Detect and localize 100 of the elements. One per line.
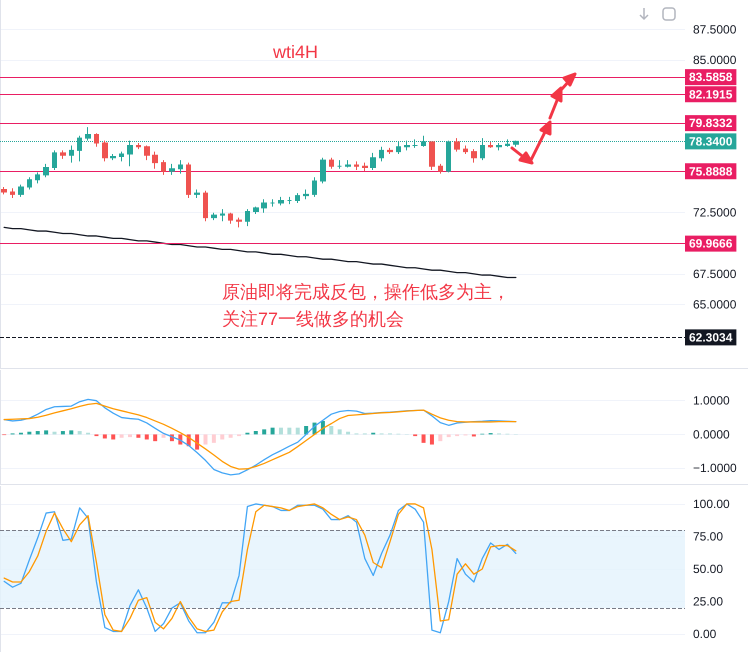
candlestick	[438, 163, 443, 174]
ref-line-label: 79.8332	[689, 116, 733, 130]
candlestick	[18, 184, 24, 198]
candlestick	[337, 160, 342, 170]
candlestick	[228, 212, 233, 224]
bar	[422, 434, 426, 443]
y-tick-label: 25.00	[693, 594, 724, 609]
y-tick-label: 50.00	[693, 562, 724, 576]
candlestick	[94, 132, 99, 148]
candlestick	[152, 151, 158, 170]
y-tick-label: 75.00	[693, 529, 724, 544]
bar	[212, 434, 216, 443]
candlestick	[110, 154, 116, 161]
y-tick-label: 85.0000	[693, 52, 737, 67]
bar	[254, 431, 258, 434]
y-tick-label: 1.0000	[693, 394, 730, 408]
candlestick	[303, 189, 309, 200]
annotation: 原油即将完成反包，操作低多为主，	[222, 282, 510, 302]
candlestick	[10, 188, 15, 199]
annotation: 关注77一线做多的机会	[222, 309, 404, 329]
text: wti4H	[272, 42, 318, 62]
candlestick	[203, 190, 208, 222]
candlestick	[370, 152, 376, 170]
y-tick-label: 87.5000	[693, 22, 737, 36]
y-tick-label: 72.5000	[693, 206, 737, 220]
candlestick	[488, 141, 493, 148]
candlestick	[60, 150, 66, 160]
candlestick	[278, 196, 284, 206]
bar	[338, 429, 342, 434]
bar	[446, 434, 451, 438]
bar	[270, 428, 275, 434]
candlestick	[320, 157, 326, 184]
ref-line-label: 83.5858	[689, 70, 733, 84]
candlestick	[43, 163, 49, 178]
bar	[78, 431, 82, 434]
bar	[304, 426, 308, 434]
candlestick	[270, 198, 275, 208]
bar	[262, 429, 266, 434]
candlestick	[35, 172, 40, 184]
bar	[111, 434, 116, 440]
candlestick	[471, 148, 477, 164]
candlestick	[85, 126, 91, 142]
bar	[44, 430, 48, 434]
bar	[102, 434, 107, 438]
candlestick	[253, 206, 259, 214]
bar	[287, 428, 292, 434]
bar	[120, 434, 124, 438]
candlestick	[287, 196, 292, 205]
bar	[296, 428, 300, 434]
bar	[228, 434, 233, 438]
candlestick	[1, 186, 7, 195]
candlestick	[454, 138, 460, 152]
ref-line-label: 62.3034	[689, 330, 733, 344]
bar	[136, 434, 140, 438]
bar	[438, 434, 442, 442]
bar	[329, 426, 334, 434]
bar	[346, 432, 350, 434]
candlestick	[136, 142, 141, 150]
bar	[60, 431, 65, 434]
candlestick	[245, 208, 250, 227]
candlestick	[312, 176, 317, 198]
candlestick	[178, 160, 183, 174]
candlestick	[119, 151, 124, 162]
candlestick	[186, 162, 191, 199]
bar	[27, 432, 32, 434]
y-tick-label: 100.00	[693, 496, 730, 511]
candlestick	[429, 141, 435, 170]
ref-line-label: 75.8888	[689, 164, 733, 178]
bar	[203, 434, 208, 445]
candlestick	[220, 208, 225, 222]
bar	[220, 434, 224, 440]
ref-line-label: 78.3400	[689, 134, 733, 148]
bar	[278, 428, 283, 434]
bar	[153, 434, 158, 442]
bar	[430, 434, 434, 445]
ref-line-label: 69.9666	[689, 236, 733, 251]
y-tick-label: 65.0000	[693, 297, 737, 312]
y-tick-label: 0.00	[693, 627, 717, 642]
y-tick-label: −1.0000	[693, 461, 738, 476]
candlestick	[345, 160, 351, 168]
candlestick	[69, 144, 74, 164]
candlestick	[362, 162, 368, 172]
candlestick	[295, 192, 300, 204]
candlestick	[354, 160, 359, 170]
bar	[69, 430, 74, 434]
bar	[144, 434, 149, 440]
candlestick	[161, 160, 166, 176]
bar	[128, 434, 132, 438]
ref-line-label: 82.1915	[689, 87, 733, 102]
candlestick	[194, 189, 200, 199]
candlestick	[261, 198, 267, 214]
candlestick	[211, 212, 217, 221]
candlestick	[169, 163, 175, 176]
candlestick	[387, 147, 393, 155]
candlestick	[329, 157, 334, 170]
candlestick	[102, 140, 108, 162]
y-tick-label: 0.0000	[693, 427, 730, 442]
bar	[36, 431, 40, 434]
candlestick	[379, 146, 384, 162]
candlestick	[144, 144, 150, 161]
